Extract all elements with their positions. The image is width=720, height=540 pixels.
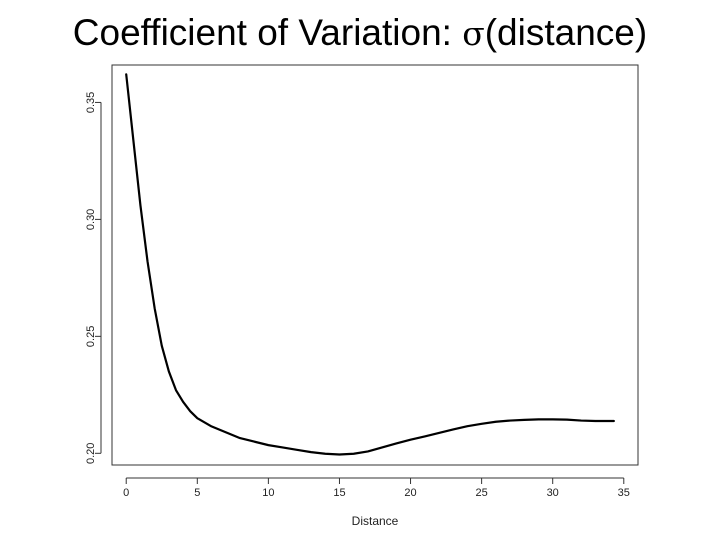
y-tick-label: 0.30	[85, 209, 97, 230]
x-axis: 0 5 10 15 20 25 30 35	[123, 477, 630, 499]
x-tick-label: 35	[618, 487, 630, 499]
series-layer	[125, 73, 615, 456]
y-tick-label: 0.20	[85, 443, 97, 464]
plot-frame	[111, 64, 639, 466]
y-tick-label: 0.25	[85, 326, 97, 347]
x-tick-label: 30	[547, 487, 559, 499]
x-tick-label: 15	[333, 487, 345, 499]
title-prefix: Coefficient of Variation:	[72, 12, 463, 53]
x-tick-label: 25	[475, 487, 487, 499]
title-sigma-symbol: σ	[462, 14, 485, 53]
x-tick-label: 5	[194, 487, 200, 499]
chart-title: Coefficient of Variation: σ(distance)	[0, 12, 720, 54]
series-line	[125, 73, 615, 456]
y-tick-label: 0.35	[85, 92, 97, 113]
y-axis: 0.20 0.25 0.30 0.35	[85, 92, 102, 464]
x-axis-title: Distance	[352, 514, 399, 528]
x-tick-label: 10	[262, 487, 274, 499]
x-tick-label: 20	[404, 487, 416, 499]
x-tick-label: 0	[123, 487, 129, 499]
title-suffix: (distance)	[484, 12, 648, 53]
